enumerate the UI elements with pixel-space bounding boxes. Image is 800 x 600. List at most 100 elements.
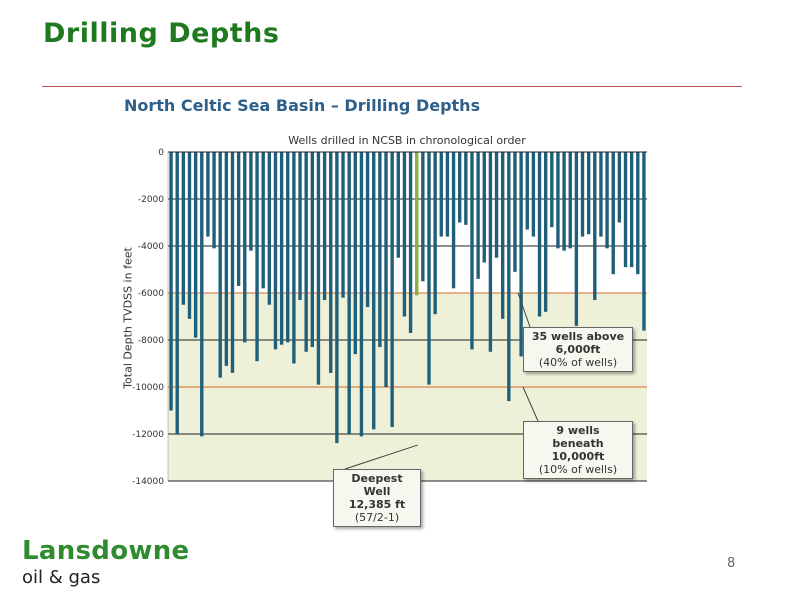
bar [402, 152, 407, 317]
bar [316, 152, 321, 385]
bar [212, 152, 216, 249]
bar [279, 152, 284, 345]
bar [605, 152, 609, 249]
bar [476, 152, 480, 279]
bar [494, 152, 499, 258]
bar [556, 152, 560, 249]
bar [261, 152, 265, 289]
callout-beneath-line3: (10% of wells) [538, 463, 618, 476]
y-tick-label: -12000 [132, 430, 164, 440]
y-tick-label: -4000 [138, 242, 164, 252]
bar [611, 152, 615, 275]
bar [372, 152, 376, 430]
bar [470, 152, 474, 350]
bar [439, 152, 443, 237]
bar [175, 152, 179, 434]
bar [181, 152, 186, 305]
bar [482, 152, 486, 263]
y-tick-label: -14000 [132, 477, 164, 487]
bar [500, 152, 505, 319]
bar [629, 152, 634, 268]
bar [568, 152, 572, 249]
bar [304, 152, 308, 352]
callout-above-6000: 35 wells above 6,000ft (40% of wells) [523, 327, 633, 372]
bar [599, 152, 603, 237]
bar [525, 152, 529, 230]
bar [341, 152, 345, 298]
bar [255, 152, 259, 362]
y-tick-label: -2000 [138, 195, 164, 205]
bar [365, 152, 370, 308]
callout-pointer-beneath [522, 386, 539, 422]
bar [322, 152, 327, 301]
callout-pointer-deepest [344, 444, 418, 470]
bar [384, 152, 388, 387]
bar-deepest-well [415, 152, 419, 296]
bar [531, 152, 536, 237]
bar [562, 152, 566, 251]
bar [488, 152, 493, 352]
bar [200, 152, 204, 437]
bar [550, 152, 554, 228]
bar [513, 152, 517, 272]
bar [378, 152, 382, 348]
callout-beneath-line2: 10,000ft [551, 450, 605, 463]
bar [298, 152, 302, 301]
bar [286, 152, 290, 343]
callout-beneath-line1: 9 wells beneath [552, 424, 604, 450]
bar [537, 152, 542, 317]
bar [593, 152, 597, 301]
bar [310, 152, 315, 348]
bar [580, 152, 585, 237]
bar [329, 152, 333, 373]
callout-deepest-line2: 12,385 ft [348, 498, 406, 511]
bar [543, 152, 548, 312]
brand-tagline: oil & gas [22, 567, 101, 588]
bar [218, 152, 222, 378]
bar [586, 152, 591, 235]
callout-deepest-line1: Deepest Well [351, 472, 403, 498]
bar [353, 152, 357, 355]
bar [451, 152, 456, 289]
bar [427, 152, 431, 385]
chart-subtitle: Wells drilled in NCSB in chronological o… [288, 134, 526, 147]
bar [169, 152, 173, 411]
title-divider [42, 86, 742, 87]
bar [408, 152, 413, 333]
bar [193, 152, 198, 338]
callout-above-line1: 35 wells above [531, 330, 625, 343]
bar [243, 152, 247, 343]
bar [507, 152, 511, 402]
bar [623, 152, 628, 268]
bar [273, 152, 278, 350]
bar [359, 152, 364, 437]
bar [617, 152, 622, 223]
bar [249, 152, 253, 251]
callout-deepest-line3: (57/2-1) [354, 511, 400, 524]
bar [224, 152, 229, 366]
bar [267, 152, 272, 305]
bar [187, 152, 192, 319]
bar [421, 152, 425, 282]
callout-deepest-well: Deepest Well 12,385 ft (57/2-1) [333, 469, 421, 527]
bar [433, 152, 437, 315]
bar [292, 152, 296, 364]
callout-above-line2: 6,000ft [555, 343, 601, 356]
page-number: 8 [727, 556, 736, 571]
y-tick-label: -8000 [138, 336, 164, 346]
bar [636, 152, 640, 275]
bar [642, 152, 646, 331]
bar [347, 152, 351, 434]
bar [206, 152, 210, 237]
bar [574, 152, 579, 326]
slide-title: Drilling Depths [43, 18, 280, 49]
y-tick-label: -10000 [132, 383, 164, 393]
chart-title: North Celtic Sea Basin – Drilling Depths [124, 96, 481, 115]
bar [230, 152, 235, 373]
bar [519, 152, 523, 357]
bar [445, 152, 450, 237]
y-tick-label: 0 [158, 148, 164, 158]
brand-logo: Lansdowne [22, 536, 190, 566]
callout-beneath-10000: 9 wells beneath 10,000ft (10% of wells) [523, 421, 633, 479]
